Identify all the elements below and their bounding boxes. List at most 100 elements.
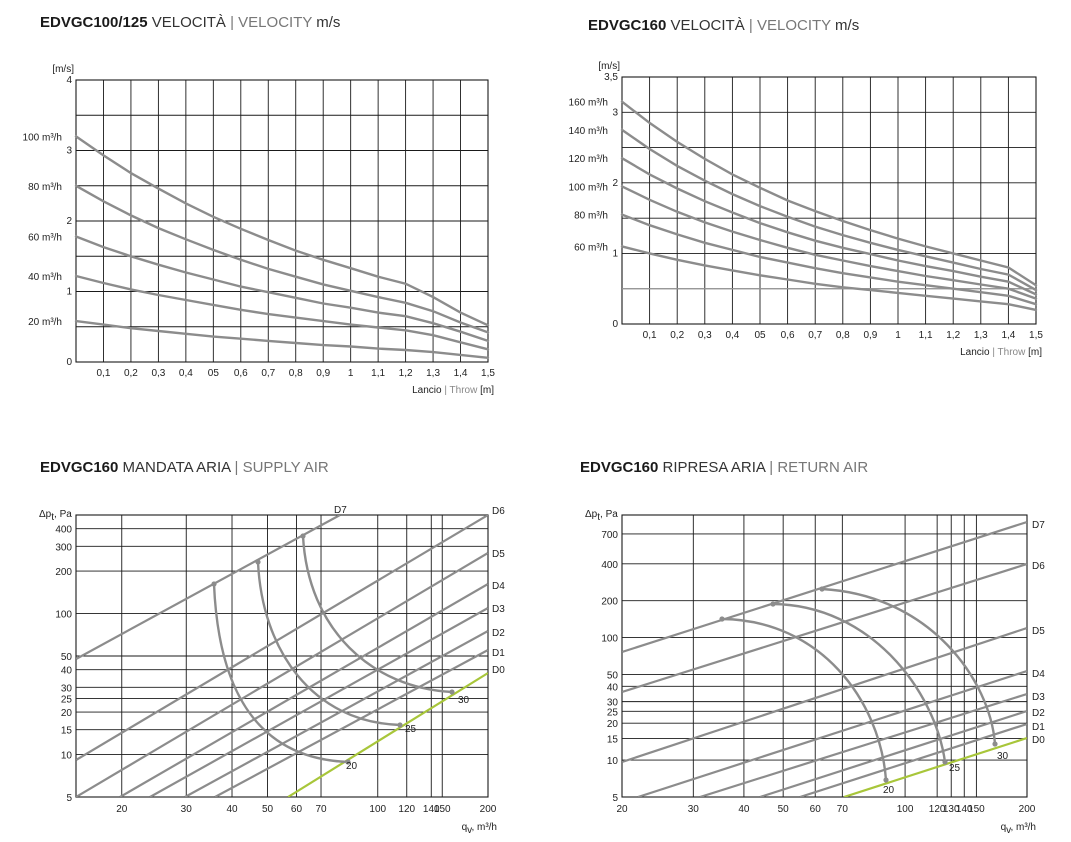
y-tick-label: 1 bbox=[612, 248, 618, 259]
x-tick-label: 0,1 bbox=[643, 330, 657, 341]
series-line bbox=[620, 128, 1038, 292]
y-tick-label: 3,5 bbox=[604, 72, 618, 83]
noise-curve-label: 25 bbox=[949, 763, 961, 774]
x-tick-label: 0,9 bbox=[316, 368, 330, 379]
y-tick-label: 2 bbox=[66, 216, 72, 227]
chart-2-title-it: VELOCITÀ bbox=[666, 17, 744, 34]
chart-1-title-unit: m/s bbox=[312, 14, 340, 31]
damper-line bbox=[622, 626, 1027, 764]
y-tick-label: 200 bbox=[601, 597, 618, 608]
x-tick-label: 140 bbox=[956, 804, 973, 815]
pressure-chart-4: EDVGC160 RIPRESA ARIA | RETURN AIR 20 30 40… bbox=[580, 459, 1045, 836]
series-line bbox=[620, 157, 1038, 296]
x-axis-label: qv, m³/h bbox=[462, 822, 497, 836]
x-tick-label: 0,6 bbox=[781, 330, 795, 341]
series-label: 80 m³/h bbox=[574, 211, 608, 222]
chart-3-title-model: EDVGC160 bbox=[40, 459, 118, 476]
damper-line bbox=[622, 562, 1027, 694]
x-tick-label: 150 bbox=[968, 804, 985, 815]
damper-line bbox=[76, 552, 488, 797]
chart-2-title-unit: m/s bbox=[831, 17, 859, 34]
y-tick-label: 40 bbox=[607, 682, 619, 693]
x-tick-label: 1,3 bbox=[974, 330, 988, 341]
chart-1-title-model: EDVGC100/125 bbox=[40, 14, 148, 31]
curve-point bbox=[719, 616, 725, 622]
x-axis-label: Lancio | Throw [m] bbox=[412, 385, 494, 396]
damper-line bbox=[184, 630, 488, 797]
curve-point bbox=[992, 741, 998, 747]
y-tick-label: 3 bbox=[612, 107, 618, 118]
y-tick-label: 30 bbox=[607, 698, 619, 709]
y-axis-label: Δpt, Pa bbox=[585, 509, 618, 523]
chart-3-grid bbox=[75, 514, 489, 798]
series-line bbox=[74, 319, 490, 359]
x-tick-label: 50 bbox=[778, 804, 790, 815]
series-line bbox=[620, 213, 1038, 306]
x-tick-label: 0,8 bbox=[289, 368, 303, 379]
damper-line bbox=[843, 736, 1027, 797]
damper-label: D3 bbox=[492, 604, 505, 615]
chart-4-frame bbox=[621, 514, 1028, 798]
damper-label: D3 bbox=[1032, 692, 1045, 703]
damper-line bbox=[119, 583, 488, 797]
damper-line bbox=[214, 649, 488, 797]
x-tick-label: 0,2 bbox=[124, 368, 138, 379]
damper-label: D1 bbox=[492, 648, 505, 659]
noise-curve-label: 25 bbox=[405, 724, 417, 735]
series-label: 160 m³/h bbox=[569, 98, 608, 109]
y-tick-label: 25 bbox=[61, 694, 73, 705]
damper-label: D4 bbox=[1032, 669, 1045, 680]
chart-2-grid bbox=[621, 76, 1037, 325]
y-tick-label: 20 bbox=[607, 719, 619, 730]
x-tick-label: 1,4 bbox=[454, 368, 468, 379]
chart-4-title-model: EDVGC160 bbox=[580, 459, 658, 476]
y-tick-label: 10 bbox=[61, 751, 73, 762]
y-tick-label: 50 bbox=[607, 670, 619, 681]
chart-3-title-it: MANDATA ARIA bbox=[118, 459, 231, 476]
x-tick-label: 200 bbox=[480, 804, 497, 815]
x-tick-label: 05 bbox=[754, 330, 766, 341]
x-tick-label: 1 bbox=[895, 330, 901, 341]
x-tick-label: 30 bbox=[181, 804, 193, 815]
chart-2-title-en: | VELOCITY bbox=[745, 17, 831, 34]
chart-2-title: EDVGC160 VELOCITÀ | VELOCITY m/s bbox=[588, 17, 859, 34]
curve-point bbox=[449, 689, 455, 695]
x-tick-label: 1 bbox=[348, 368, 354, 379]
y-tick-label: 700 bbox=[601, 530, 618, 541]
damper-line bbox=[799, 722, 1027, 797]
x-tick-label: 40 bbox=[738, 804, 750, 815]
x-tick-label: 1,1 bbox=[919, 330, 933, 341]
damper-lines bbox=[622, 520, 1027, 797]
chart-2-title-model: EDVGC160 bbox=[588, 17, 666, 34]
x-tick-label: 150 bbox=[434, 804, 451, 815]
chart-1-frame bbox=[75, 79, 489, 363]
x-tick-label: 1,2 bbox=[946, 330, 960, 341]
x-tick-label: 0,3 bbox=[151, 368, 165, 379]
chart-3-title: EDVGC160 MANDATA ARIA | SUPPLY AIR bbox=[40, 459, 329, 476]
noise-curve bbox=[256, 560, 402, 727]
noise-curve-label: 30 bbox=[458, 695, 470, 706]
x-axis-label: qv, m³/h bbox=[1001, 822, 1036, 836]
y-tick-label: 2 bbox=[612, 178, 618, 189]
chart-3-frame bbox=[75, 514, 489, 798]
x-tick-label: 1,5 bbox=[1029, 330, 1043, 341]
x-tick-label: 60 bbox=[810, 804, 822, 815]
x-tick-label: 0,9 bbox=[863, 330, 877, 341]
y-tick-label: 0 bbox=[66, 357, 72, 368]
series-label: 60 m³/h bbox=[574, 242, 608, 253]
y-tick-label: 15 bbox=[61, 726, 73, 737]
damper-line bbox=[759, 709, 1027, 797]
curve-point bbox=[211, 581, 217, 587]
damper-line bbox=[76, 515, 488, 761]
curve-point bbox=[770, 601, 776, 607]
damper-line bbox=[76, 515, 341, 660]
x-tick-label: 20 bbox=[616, 804, 628, 815]
x-tick-label: 70 bbox=[837, 804, 849, 815]
x-tick-label: 100 bbox=[897, 804, 914, 815]
damper-label: D0 bbox=[1032, 735, 1045, 746]
y-tick-label: 0 bbox=[612, 319, 618, 330]
x-tick-label: 0,7 bbox=[261, 368, 275, 379]
series-label: 40 m³/h bbox=[28, 272, 62, 283]
velocity-chart-2: EDVGC160 VELOCITÀ | VELOCITY m/s 0,1 0,2 0,… bbox=[569, 17, 1044, 358]
series-line bbox=[74, 235, 490, 343]
